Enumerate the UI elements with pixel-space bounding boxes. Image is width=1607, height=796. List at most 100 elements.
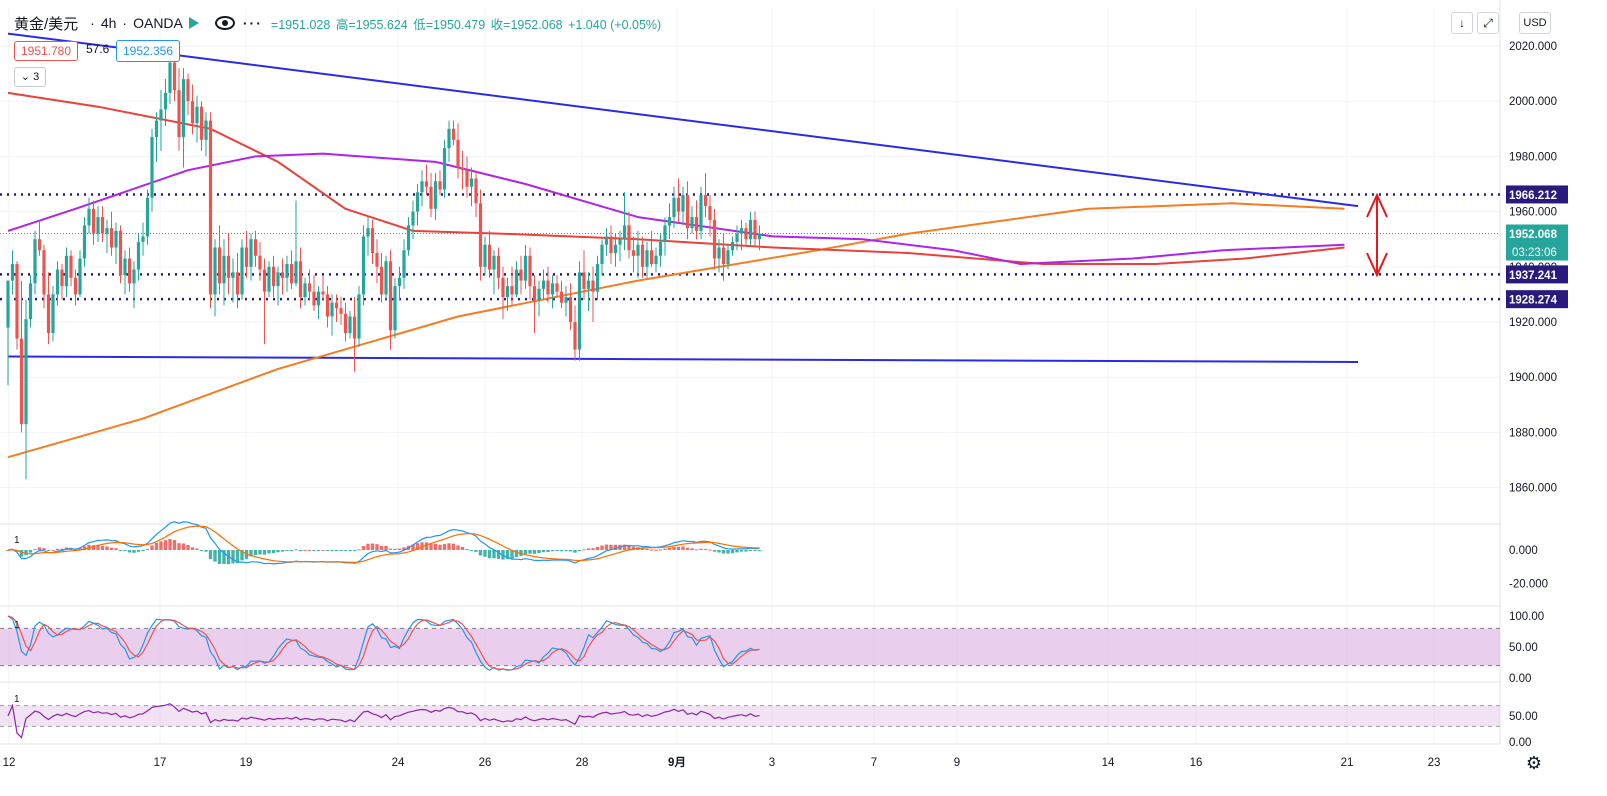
candle-body [654,255,658,265]
candle [753,211,757,248]
collapse-indicators-button[interactable]: ⌄ 3 [14,67,46,87]
candle-body [370,228,375,253]
macd-histogram-bar [631,546,636,550]
candle [159,90,163,151]
candle [379,253,384,303]
rsi-line [7,703,760,739]
candle-body [730,241,735,251]
macd-histogram-bar [712,550,717,552]
candle-body [46,294,51,334]
rsi-pane-label: 1 [14,694,20,705]
last-price-label: 1952.068 [1509,229,1558,241]
candle-body [568,297,573,322]
candle [384,255,388,300]
macd-histogram-bar [78,547,82,550]
candle [6,280,10,386]
macd-histogram-bar [109,547,114,550]
candle-body [316,291,321,306]
macd-histogram-bar [172,540,177,550]
macd-histogram-bar [595,546,600,550]
currency-button[interactable]: USD [1519,12,1551,34]
candle-body [429,186,433,209]
macd-histogram-bar [276,550,280,553]
candle [271,255,276,298]
candle-body [285,264,289,278]
time-tick-label: 12 [3,757,16,769]
macd-histogram-bar [388,548,393,550]
macd-histogram-bar [150,545,154,550]
candle [96,206,100,242]
macd-histogram-bar [60,548,64,550]
macd-histogram-bar [532,550,537,554]
candle-body [694,217,699,231]
candle-body [114,230,118,248]
candle-body [379,266,384,295]
symbol-name[interactable]: 黄金/美元 [14,15,79,33]
candle-body [195,106,199,124]
candle-body [222,255,226,284]
macd-histogram-bar [690,548,694,550]
candle [717,239,721,273]
macd-tick-label: -20.000 [1509,578,1548,590]
candle [433,172,438,220]
candle [663,217,667,256]
candle [447,120,451,162]
candle-body [699,195,703,231]
macd-histogram-bar [159,541,163,550]
macd-histogram-bar [609,544,613,550]
macd-histogram-bar [537,550,541,554]
download-button[interactable]: ↓ [1451,12,1473,34]
macd-histogram-bar [667,547,672,550]
macd-histogram-bar [717,550,721,553]
ma-red-value-badge[interactable]: 1951.780 [14,41,78,61]
candle [217,225,222,295]
ma-blue-value-badge[interactable]: 1952.356 [116,40,180,62]
price-tick-label: 1980.000 [1509,151,1557,163]
candle [604,228,609,256]
candle [370,219,375,265]
candle [208,112,213,309]
macd-histogram-bar [528,550,532,554]
macd-histogram-bar [91,545,96,550]
range-arrow-head-down [1366,252,1388,278]
candle [46,272,51,345]
candle-body [141,236,145,242]
stochastic-pane: 100.00 50.00 0.00 1 [0,611,1544,685]
candle-body [190,101,195,124]
candle [631,236,636,273]
trendline-upper [7,32,1359,208]
macd-histogram-bar [604,544,609,550]
candle [748,211,753,245]
more-icon[interactable]: ··· [242,15,263,31]
candle-body [357,294,361,339]
candle [640,236,645,278]
candle [474,170,478,218]
candle [672,186,676,229]
macd-histogram-bar [694,549,699,551]
candle [573,305,577,361]
flag-icon[interactable] [188,17,199,29]
macd-histogram-bar [235,550,240,564]
interval-label[interactable]: 4h [100,15,117,31]
macd-histogram-bar [262,550,267,555]
macd-histogram-bar [523,550,528,555]
eye-icon[interactable] [214,16,235,30]
candle [253,230,258,267]
macd-histogram-bar [366,543,370,550]
candle [555,275,559,298]
macd-histogram-bar [6,550,10,551]
settings-gear-icon[interactable]: ⚙ [1525,753,1543,773]
candle-body [757,233,762,240]
candle [505,277,510,311]
macd-histogram-bar [438,544,442,550]
candle [51,286,55,342]
candle-body [118,230,123,276]
macd-histogram-bar [487,550,492,559]
fullscreen-button[interactable]: ⤢ [1477,12,1499,34]
candle [514,261,519,298]
candle-body [339,308,343,314]
price-tick-label: 1920.000 [1509,317,1557,329]
candle [78,250,82,298]
macd-histogram-bar [649,549,654,551]
